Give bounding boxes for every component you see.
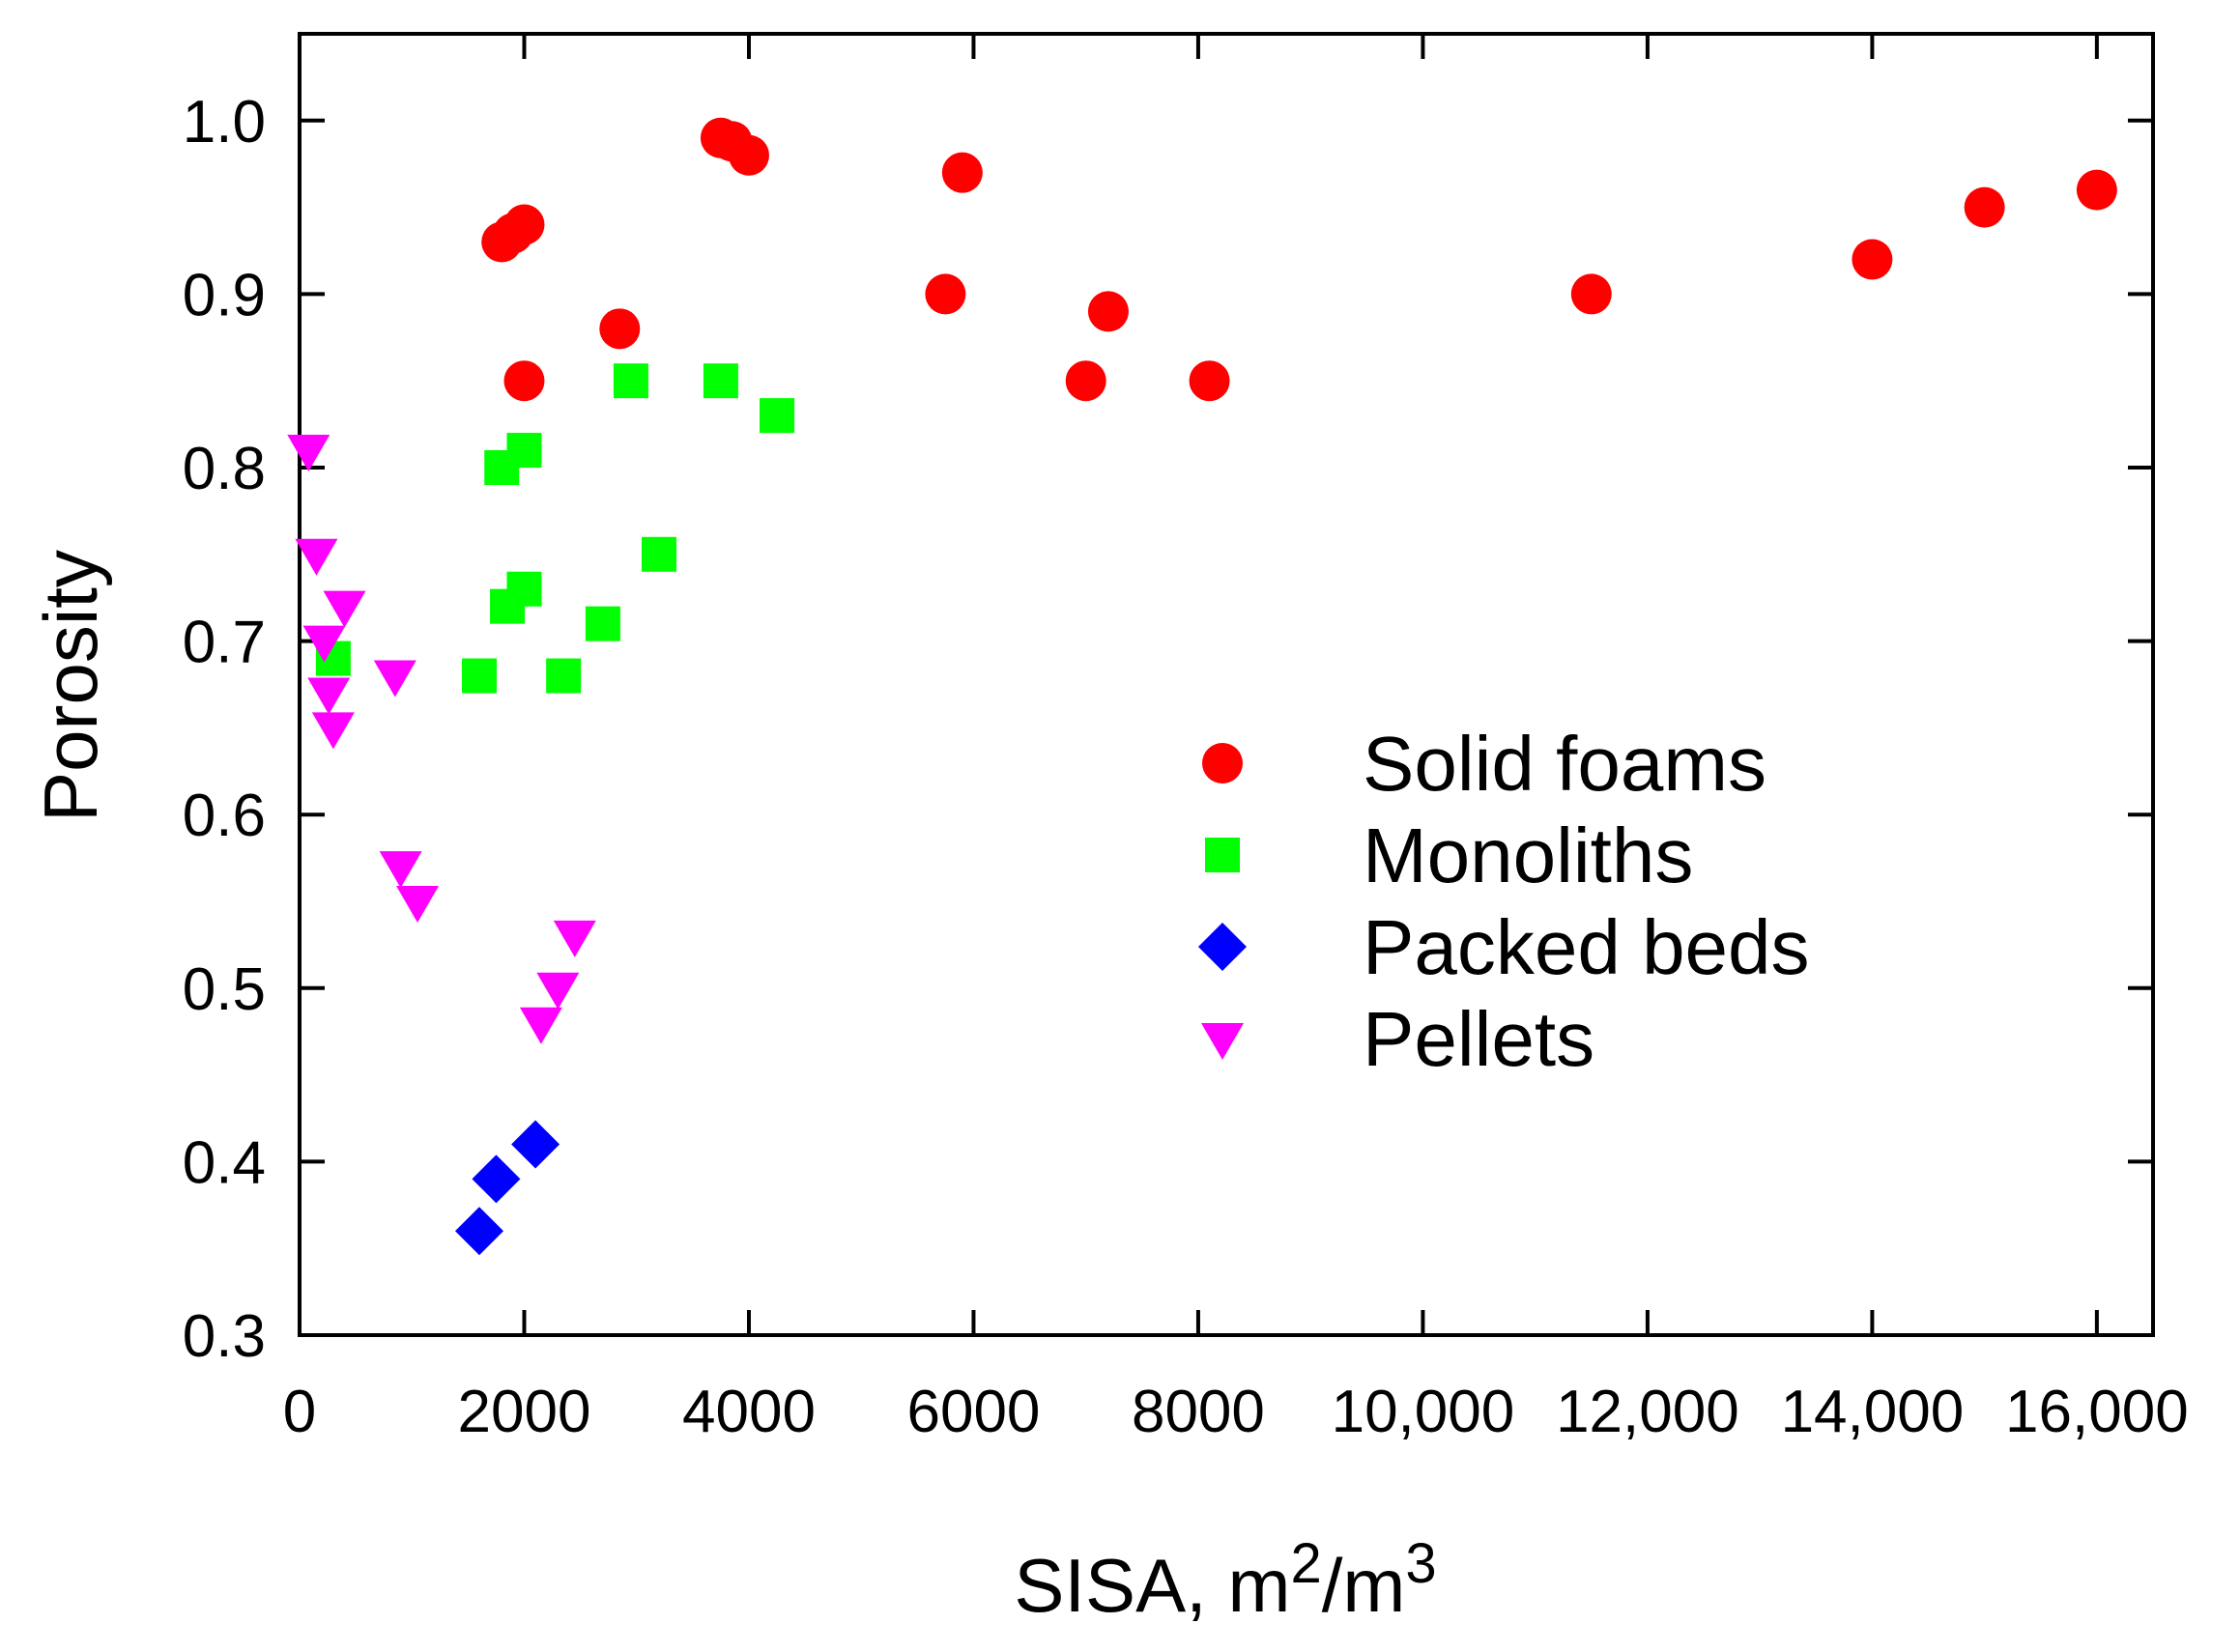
data-point-pellets xyxy=(379,851,422,889)
data-point-pellets xyxy=(373,660,416,698)
data-point-monoliths xyxy=(613,363,648,399)
data-point-solid-foams xyxy=(1065,360,1106,402)
legend-marker-pellets xyxy=(1201,1023,1244,1060)
x-tick-label: 14,000 xyxy=(1781,1379,1965,1445)
x-tick-label: 2000 xyxy=(458,1379,591,1445)
data-point-pellets xyxy=(519,1007,562,1044)
data-point-solid-foams xyxy=(1852,239,1893,280)
data-point-solid-foams xyxy=(2076,169,2117,211)
x-tick-label: 10,000 xyxy=(1332,1379,1515,1445)
y-tick-label: 0.5 xyxy=(183,956,266,1023)
data-point-pellets xyxy=(553,920,596,957)
data-point-packed-beds xyxy=(511,1120,560,1169)
data-point-pellets xyxy=(307,677,351,715)
data-point-packed-beds xyxy=(472,1154,521,1204)
data-point-monoliths xyxy=(546,658,582,694)
data-point-pellets xyxy=(311,712,355,750)
legend-label-monoliths: Monoliths xyxy=(1363,812,1693,898)
data-point-pellets xyxy=(295,538,338,576)
plot-frame xyxy=(298,32,2155,1337)
data-point-monoliths xyxy=(760,398,795,434)
y-tick-label: 0.3 xyxy=(183,1303,266,1370)
y-tick-label: 0.8 xyxy=(183,436,266,502)
axes: 0 2000 4000 6000 8000 10,000 12,000 14,000 16,00… xyxy=(183,32,2189,1445)
data-point-solid-foams xyxy=(1964,186,2005,228)
data-point-solid-foams xyxy=(503,360,545,402)
data-point-monoliths xyxy=(506,433,542,469)
data-point-solid-foams xyxy=(728,134,769,176)
x-tick-label: 12,000 xyxy=(1556,1379,1739,1445)
legend-label-solid-foams: Solid foams xyxy=(1363,721,1766,807)
y-tick-label: 0.7 xyxy=(183,610,266,676)
data-point-monoliths xyxy=(703,363,738,399)
data-points xyxy=(287,117,2117,1256)
data-point-solid-foams xyxy=(599,308,641,350)
legend-marker-packed-beds xyxy=(1198,923,1247,971)
x-tick-label: 16,000 xyxy=(2005,1379,2189,1445)
x-tick-label: 4000 xyxy=(682,1379,816,1445)
legend-label-pellets: Pellets xyxy=(1363,996,1594,1082)
legend-marker-monoliths xyxy=(1205,838,1240,872)
x-tick-label: 6000 xyxy=(906,1379,1040,1445)
data-point-solid-foams xyxy=(1570,273,1612,315)
data-point-pellets xyxy=(536,972,580,1010)
y-tick-label: 1.0 xyxy=(183,89,266,156)
data-point-monoliths xyxy=(641,536,676,572)
data-point-solid-foams xyxy=(925,273,966,315)
data-point-monoliths xyxy=(461,658,497,694)
data-point-solid-foams xyxy=(503,204,545,245)
y-tick-label: 0.9 xyxy=(183,262,266,328)
data-point-solid-foams xyxy=(1087,291,1129,332)
data-point-pellets xyxy=(396,886,440,923)
legend-marker-solid-foams xyxy=(1202,743,1243,783)
x-tick-label: 0 xyxy=(283,1379,316,1445)
data-point-solid-foams xyxy=(941,152,983,193)
data-point-pellets xyxy=(302,625,346,663)
data-point-pellets xyxy=(323,590,366,628)
data-point-monoliths xyxy=(585,606,620,641)
y-tick-label: 0.4 xyxy=(183,1129,266,1196)
legend-label-packed-beds: Packed beds xyxy=(1363,904,1810,990)
y-tick-label: 0.6 xyxy=(183,783,266,849)
data-point-monoliths xyxy=(506,571,542,607)
data-point-pellets xyxy=(287,435,330,472)
y-axis-label: Porosity xyxy=(28,550,113,822)
data-point-packed-beds xyxy=(454,1207,503,1256)
x-tick-label: 8000 xyxy=(1132,1379,1265,1445)
x-axis-label: SISA, m2/m3 xyxy=(1014,1532,1436,1628)
data-point-solid-foams xyxy=(1189,360,1230,402)
